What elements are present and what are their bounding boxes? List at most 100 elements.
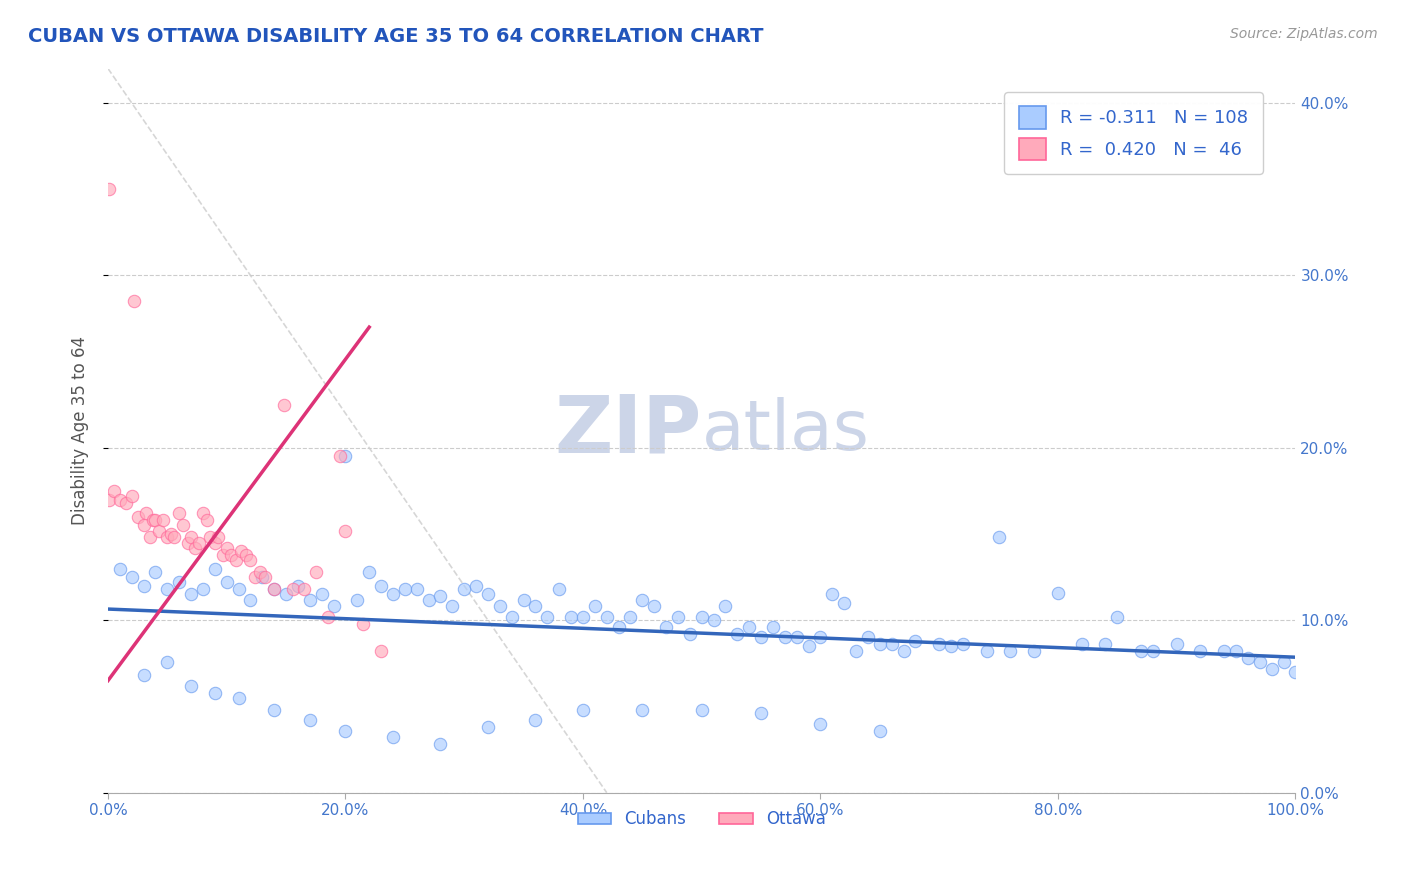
Point [239,592,262,607]
Point [725,627,748,641]
Point [229,544,252,558]
Point [167,575,190,590]
Point [114,496,136,510]
Point [346,592,368,607]
Point [749,631,772,645]
Point [138,531,160,545]
Point [283,582,305,597]
Point [108,561,131,575]
Point [215,541,238,555]
Point [132,579,155,593]
Point [249,565,271,579]
Point [121,489,143,503]
Point [1189,644,1212,658]
Point [1142,644,1164,658]
Point [298,713,321,727]
Point [328,450,350,464]
Point [156,531,179,545]
Text: ZIP: ZIP [554,392,702,469]
Text: Source: ZipAtlas.com: Source: ZipAtlas.com [1230,27,1378,41]
Point [893,644,915,658]
Point [429,589,451,603]
Point [679,627,702,641]
Point [335,723,357,738]
Point [145,513,167,527]
Point [690,703,713,717]
Point [204,535,226,549]
Point [274,587,297,601]
Point [583,599,606,614]
Point [939,639,962,653]
Point [1249,655,1271,669]
Point [773,631,796,645]
Point [880,637,903,651]
Point [212,548,235,562]
Point [797,639,820,653]
Point [298,592,321,607]
Point [643,599,665,614]
Point [253,570,276,584]
Point [239,553,262,567]
Point [370,644,392,658]
Point [1284,665,1306,679]
Point [405,582,427,597]
Point [382,587,405,601]
Point [160,527,183,541]
Point [1166,637,1188,651]
Point [221,548,243,562]
Point [163,531,186,545]
Point [1070,637,1092,651]
Point [152,513,174,527]
Point [207,531,229,545]
Point [252,570,274,584]
Text: atlas: atlas [702,397,869,464]
Point [619,609,641,624]
Point [512,592,534,607]
Point [714,599,737,614]
Point [359,565,381,579]
Point [176,535,198,549]
Point [225,553,247,567]
Y-axis label: Disability Age 35 to 64: Disability Age 35 to 64 [72,336,89,525]
Point [1000,644,1022,658]
Point [135,506,157,520]
Point [749,706,772,721]
Point [524,599,547,614]
Point [1130,644,1153,658]
Point [228,690,250,705]
Point [572,703,595,717]
Point [501,609,523,624]
Point [1225,644,1247,658]
Point [786,631,808,645]
Point [810,631,832,645]
Point [631,592,654,607]
Point [156,655,179,669]
Point [477,720,499,734]
Point [536,609,558,624]
Point [1272,655,1295,669]
Point [108,492,131,507]
Point [477,587,499,601]
Point [631,703,654,717]
Point [322,599,344,614]
Point [98,182,121,196]
Point [845,644,868,658]
Point [235,548,257,562]
Point [148,524,170,538]
Text: CUBAN VS OTTAWA DISABILITY AGE 35 TO 64 CORRELATION CHART: CUBAN VS OTTAWA DISABILITY AGE 35 TO 64 … [28,27,763,45]
Point [188,535,211,549]
Point [305,565,328,579]
Point [245,570,267,584]
Point [121,570,143,584]
Point [952,637,974,651]
Point [1024,644,1046,658]
Point [382,731,405,745]
Point [524,713,547,727]
Point [103,483,125,498]
Point [191,582,214,597]
Point [122,294,145,309]
Point [352,616,374,631]
Point [560,609,582,624]
Point [394,582,416,597]
Point [762,620,785,634]
